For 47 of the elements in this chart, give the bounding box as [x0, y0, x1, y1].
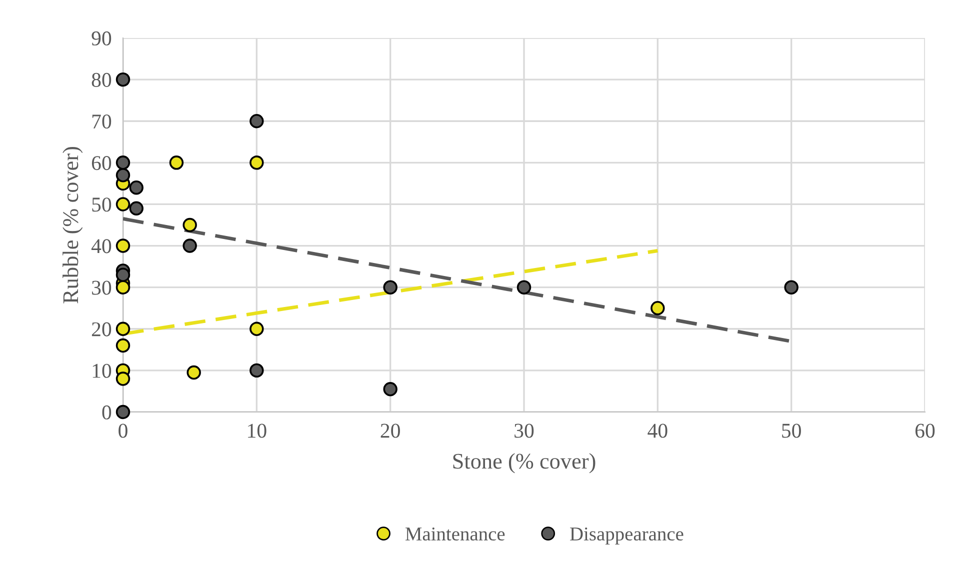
point: [116, 280, 130, 294]
point: [250, 322, 264, 336]
point: [650, 300, 665, 316]
x-tick-label: 40: [648, 424, 668, 438]
legend-label: Disappearance: [570, 527, 684, 544]
y-tick-label: 60: [92, 156, 112, 170]
point: [116, 72, 130, 87]
point: [186, 365, 201, 380]
y-tick-label: 30: [92, 280, 112, 295]
point: [383, 382, 398, 396]
point: [116, 322, 130, 336]
legend-label: Maintenance: [405, 527, 505, 541]
x-axis-title: Stone (% cover): [453, 453, 596, 474]
point: [116, 168, 130, 182]
point: [182, 238, 197, 253]
point: [129, 201, 144, 216]
x-tick-label: 20: [380, 424, 400, 438]
y-tick-label: 80: [92, 72, 112, 87]
x-tick-label: 10: [248, 424, 266, 438]
y-axis-title: Rubble (% cover): [62, 146, 83, 304]
x-tick-label: 30: [514, 424, 534, 438]
point: [250, 363, 264, 378]
y-tick-label: 70: [92, 114, 112, 129]
point: [116, 404, 130, 420]
point: [250, 156, 264, 170]
point: [516, 280, 532, 294]
point: [169, 156, 184, 170]
point: [116, 268, 130, 282]
point: [116, 338, 130, 353]
y-tick-label: 90: [92, 31, 112, 46]
point: [116, 372, 130, 386]
y-tick-label: 40: [91, 239, 112, 254]
y-tick-label: 0: [102, 405, 112, 420]
point: [116, 197, 130, 212]
point: [116, 156, 130, 170]
x-tick-label: 60: [915, 424, 935, 438]
x-tick-label: 50: [782, 424, 801, 438]
y-tick-label: 20: [92, 322, 112, 336]
x-tick-label: 0: [118, 424, 128, 438]
point: [383, 280, 398, 294]
point: [116, 238, 130, 253]
point: [250, 114, 264, 128]
point: [129, 180, 144, 195]
point: [182, 218, 197, 232]
y-tick-label: 50: [92, 198, 112, 212]
point: [784, 280, 798, 294]
y-tick-label: 10: [92, 364, 112, 378]
